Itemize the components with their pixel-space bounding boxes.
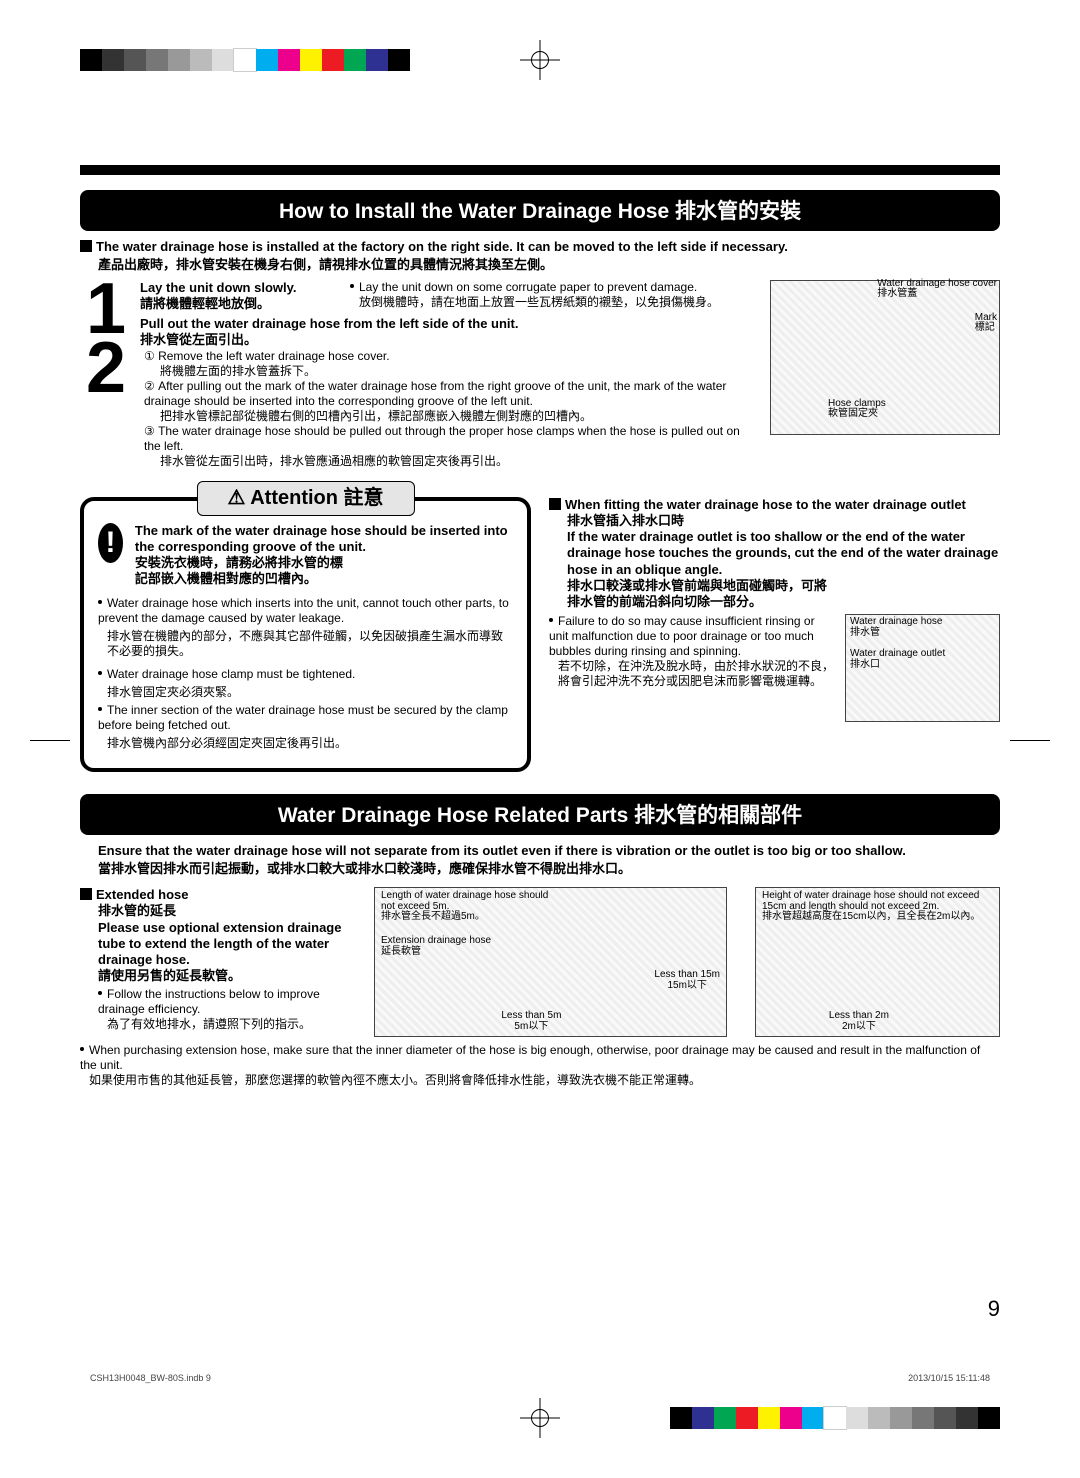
side-tick xyxy=(30,740,70,741)
ext-body-zh: 請使用另售的延長軟管。 xyxy=(98,968,241,983)
diagram-extension-hose: Length of water drainage hose should not… xyxy=(374,887,727,1037)
density-bar xyxy=(80,165,1000,175)
colorbar-swatch xyxy=(846,1407,868,1429)
attn-head-zh1: 安裝洗衣機時，請務必將排水管的標 xyxy=(135,555,513,571)
step2-1-en: ① Remove the left water drainage hose co… xyxy=(144,349,758,364)
colorbar-swatch xyxy=(168,49,190,71)
step2-en: Pull out the water drainage hose from th… xyxy=(140,316,518,331)
fitting-body-zh1: 排水口較淺或排水管前端與地面碰觸時，可將 xyxy=(567,578,827,593)
diagram-height-limit: Height of water drainage hose should not… xyxy=(755,887,1000,1037)
exclamation-icon: ! xyxy=(98,523,123,563)
step2-zh: 排水管從左面引出。 xyxy=(140,332,257,347)
attn-b1-en: Water drainage hose which inserts into t… xyxy=(98,596,513,626)
fitting-head-zh: 排水管插入排水口時 xyxy=(567,513,684,528)
side-tick xyxy=(1010,740,1050,741)
attn-b3-zh: 排水管機內部分必須經固定夾固定後再引出。 xyxy=(107,736,513,751)
section-title-install: How to Install the Water Drainage Hose 排… xyxy=(80,190,1000,231)
attn-b2-zh: 排水管固定夾必須夾緊。 xyxy=(107,685,513,700)
diagram-hose-bottom-view: Water drainage hose cover排水管蓋 Mark標記 Hos… xyxy=(770,280,1000,435)
printer-reg-bottom xyxy=(0,1388,1080,1448)
colorbar-swatch xyxy=(758,1407,780,1429)
colorbar-swatch xyxy=(234,49,256,71)
attention-box: ⚠ Attention 註意 ! The mark of the water d… xyxy=(80,497,531,772)
step1-tip-zh: 放倒機體時，請在地面上放置一些瓦楞紙類的襯墊，以免損傷機身。 xyxy=(359,295,758,310)
colorbar-swatch xyxy=(190,49,212,71)
colorbar-swatch xyxy=(780,1407,802,1429)
colorbar-swatch xyxy=(736,1407,758,1429)
step2-2-zh: 把排水管標記部從機體右側的凹槽內引出，標記部應嵌入機體左側對應的凹槽內。 xyxy=(160,409,758,424)
step1-tip-en: Lay the unit down on some corrugate pape… xyxy=(350,280,758,295)
colorbar-swatch xyxy=(146,49,168,71)
follow-en: Follow the instructions below to improve… xyxy=(98,987,360,1017)
attn-b1-zh: 排水管在機體內的部分，不應與其它部件碰觸，以免因破損產生漏水而導致不必要的損失。 xyxy=(107,629,513,659)
step2-3-zh: 排水管從左面引出時，排水管應通過相應的軟管固定夾後再引出。 xyxy=(160,454,758,469)
footer-timestamp: 2013/10/15 15:11:48 xyxy=(908,1373,990,1383)
footer-filename: CSH13H0048_BW-80S.indb 9 xyxy=(90,1373,211,1383)
printer-reg-top xyxy=(0,30,1080,90)
step1-en: Lay the unit down slowly. xyxy=(140,280,297,295)
fitting-fail-zh: 若不切除，在沖洗及脫水時，由於排水狀況的不良，將會引起沖洗不充分或因肥皂沫而影響… xyxy=(558,659,837,689)
ext-body-en: Please use optional extension drainage t… xyxy=(98,920,341,968)
colorbar-swatch xyxy=(278,49,300,71)
colorbar-swatch xyxy=(934,1407,956,1429)
purchase-zh: 如果使用市售的其他延長管，那麼您選擇的軟管內徑不應太小。否則將會降低排水性能，導… xyxy=(89,1073,1000,1088)
intro-zh: 產品出廠時，排水管安裝在機身右側，請視排水位置的具體情況將其換至左側。 xyxy=(98,257,1000,273)
colorbar-swatch xyxy=(956,1407,978,1429)
colorbar-swatch xyxy=(124,49,146,71)
step-numbers: 12 xyxy=(80,280,128,469)
crosshair-bottom xyxy=(520,1398,560,1438)
purchase-en: When purchasing extension hose, make sur… xyxy=(80,1043,1000,1073)
fitting-head-en: When fitting the water drainage hose to … xyxy=(549,497,1000,513)
colorbar-swatch xyxy=(256,49,278,71)
attention-title: ⚠ Attention 註意 xyxy=(196,481,414,516)
colorbar-swatch xyxy=(692,1407,714,1429)
colorbar-swatch xyxy=(388,49,410,71)
colorbar-swatch xyxy=(890,1407,912,1429)
page-number: 9 xyxy=(988,1296,1000,1322)
ext-head-en: Extended hose xyxy=(80,887,360,903)
colorbar-swatch xyxy=(714,1407,736,1429)
colorbar-swatch xyxy=(868,1407,890,1429)
colorbar-swatch xyxy=(80,49,102,71)
step2-2-en: ② After pulling out the mark of the wate… xyxy=(144,379,758,409)
colorbar-swatch xyxy=(912,1407,934,1429)
colorbar-swatch xyxy=(322,49,344,71)
ext-head-zh: 排水管的延長 xyxy=(98,903,176,918)
attn-b2-en: Water drainage hose clamp must be tighte… xyxy=(98,667,513,682)
colorbar-swatch xyxy=(344,49,366,71)
crosshair-top xyxy=(520,40,560,80)
step2-3-en: ③ The water drainage hose should be pull… xyxy=(144,424,758,454)
page-content: How to Install the Water Drainage Hose 排… xyxy=(80,190,1000,1318)
color-bars-bottom xyxy=(670,1407,1000,1429)
colorbar-swatch xyxy=(978,1407,1000,1429)
fitting-body-en: If the water drainage outlet is too shal… xyxy=(567,529,998,577)
colorbar-swatch xyxy=(824,1407,846,1429)
fitting-fail-en: Failure to do so may cause insufficient … xyxy=(549,614,837,659)
color-bars-top xyxy=(80,49,410,71)
attn-head-en: The mark of the water drainage hose shou… xyxy=(135,523,513,556)
colorbar-swatch xyxy=(366,49,388,71)
step2-1-zh: 將機體左面的排水管蓋拆下。 xyxy=(160,364,758,379)
attn-head-zh2: 記部嵌入機體相對應的凹槽內。 xyxy=(135,571,513,587)
follow-zh: 為了有效地排水，請遵照下列的指示。 xyxy=(107,1017,360,1032)
colorbar-swatch xyxy=(102,49,124,71)
attn-b3-en: The inner section of the water drainage … xyxy=(98,703,513,733)
step1-zh: 請將機體輕輕地放倒。 xyxy=(140,296,270,311)
colorbar-swatch xyxy=(212,49,234,71)
fitting-body-zh2: 排水管的前端沿斜向切除一部分。 xyxy=(567,594,762,609)
colorbar-swatch xyxy=(670,1407,692,1429)
intro-en: The water drainage hose is installed at … xyxy=(80,239,1000,255)
section-title-parts: Water Drainage Hose Related Parts 排水管的相關… xyxy=(80,794,1000,835)
parts-intro-zh: 當排水管因排水而引起振動，或排水口較大或排水口較淺時，應確保排水管不得脫出排水口… xyxy=(98,861,1000,877)
colorbar-swatch xyxy=(300,49,322,71)
colorbar-swatch xyxy=(802,1407,824,1429)
diagram-outlet-cut: Water drainage hose排水管 Water drainage ou… xyxy=(845,614,1000,722)
parts-intro-en: Ensure that the water drainage hose will… xyxy=(98,843,1000,859)
